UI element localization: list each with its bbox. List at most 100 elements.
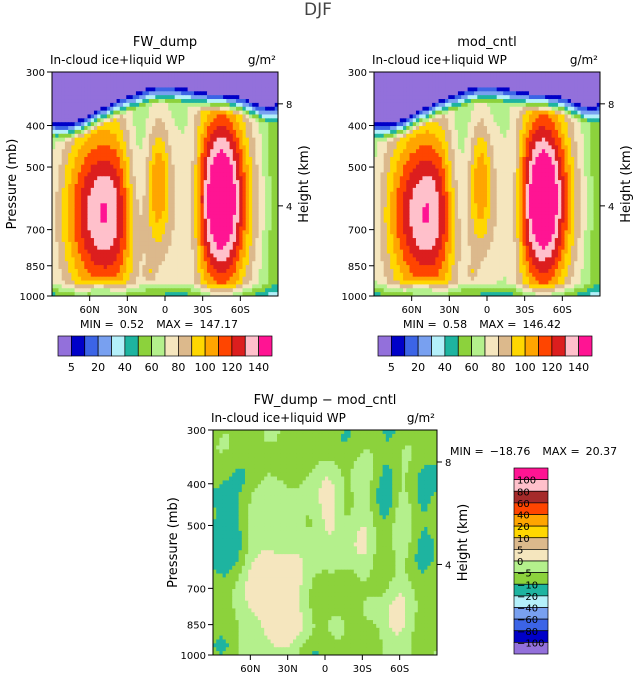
contour-cell xyxy=(252,241,256,247)
contour-cell xyxy=(145,172,150,177)
contour-cell xyxy=(168,164,172,169)
contour-cell xyxy=(261,133,266,139)
contour-cell xyxy=(229,184,234,189)
contour-cell xyxy=(548,99,553,104)
contour-cell xyxy=(184,156,189,162)
contour-cell xyxy=(386,75,391,81)
contour-cell xyxy=(135,149,140,154)
contour-cell xyxy=(203,87,208,92)
contour-cell xyxy=(52,72,56,77)
contour-cell xyxy=(184,249,189,254)
contour-cell xyxy=(174,153,179,158)
contour-cell xyxy=(223,91,227,96)
contour-cell xyxy=(165,75,169,81)
contour-cell xyxy=(113,280,118,285)
contour-cell xyxy=(71,276,76,281)
contour-cell xyxy=(274,180,279,185)
contour-cell xyxy=(181,199,185,204)
contour-cell xyxy=(503,91,507,96)
contour-cell xyxy=(103,184,108,189)
contour-cell xyxy=(148,83,153,88)
contour-cell xyxy=(110,168,114,173)
contour-cell xyxy=(265,238,269,243)
contour-cell xyxy=(194,95,198,100)
contour-cell xyxy=(454,110,459,115)
contour-cell xyxy=(155,102,159,108)
contour-cell xyxy=(432,106,436,112)
contour-cell xyxy=(239,137,243,142)
contour-cell xyxy=(255,164,260,169)
contour-cell xyxy=(142,91,147,96)
contour-cell xyxy=(219,187,224,193)
contour-cell xyxy=(81,168,85,173)
contour-cell xyxy=(174,268,179,274)
contour-cell xyxy=(100,226,105,231)
contour-cell xyxy=(174,114,179,119)
contour-cell xyxy=(145,91,150,96)
contour-cell xyxy=(110,245,114,251)
contour-cell xyxy=(165,191,169,197)
contour-cell xyxy=(268,129,272,135)
contour-cell xyxy=(103,91,108,96)
contour-cell xyxy=(64,168,69,173)
contour-cell xyxy=(103,156,108,162)
contour-cell xyxy=(58,87,63,92)
contour-cell xyxy=(184,110,189,115)
contour-cell xyxy=(435,106,440,112)
contour-cell xyxy=(103,191,108,197)
contour-cell xyxy=(219,214,224,220)
contour-cell xyxy=(268,214,272,220)
contour-cell xyxy=(223,129,227,135)
contour-cell xyxy=(226,253,231,258)
contour-cell xyxy=(496,75,501,81)
contour-cell xyxy=(61,129,66,135)
contour-cell xyxy=(142,122,147,127)
contour-cell xyxy=(158,207,163,212)
contour-cell xyxy=(271,265,276,270)
contour-cell xyxy=(110,218,114,224)
contour-cell xyxy=(261,176,266,181)
contour-cell xyxy=(232,191,237,197)
contour-cell xyxy=(229,153,234,158)
contour-cell xyxy=(148,110,153,115)
contour-cell xyxy=(223,218,227,224)
contour-cell xyxy=(390,106,394,112)
contour-cell xyxy=(197,249,201,254)
colorbar-swatch xyxy=(111,335,126,357)
contour-cell xyxy=(242,234,247,239)
contour-cell xyxy=(248,79,253,85)
contour-cell xyxy=(116,87,121,92)
contour-cell xyxy=(200,91,205,96)
contour-cell xyxy=(245,75,250,81)
contour-cell xyxy=(168,114,172,119)
contour-cell xyxy=(81,265,85,270)
contour-cell xyxy=(541,75,546,81)
contour-cell xyxy=(570,75,575,81)
contour-cell xyxy=(399,83,404,88)
contour-cell xyxy=(184,129,189,135)
contour-cell xyxy=(242,253,247,258)
contour-cell xyxy=(232,184,237,189)
contour-cell xyxy=(171,79,176,85)
contour-cell xyxy=(255,218,260,224)
contour-cell xyxy=(174,87,179,92)
contour-cell xyxy=(596,83,601,88)
contour-cell xyxy=(177,141,182,146)
contour-cell xyxy=(126,129,130,135)
contour-cell xyxy=(100,118,105,123)
contour-cell xyxy=(255,110,260,115)
contour-cell xyxy=(152,234,156,239)
contour-cell xyxy=(509,102,514,108)
contour-cell xyxy=(139,226,143,231)
contour-cell xyxy=(97,137,101,142)
contour-cell xyxy=(580,87,585,92)
contour-cell xyxy=(252,292,256,297)
contour-cell xyxy=(213,249,218,254)
contour-cell xyxy=(219,156,224,162)
contour-cell xyxy=(274,268,279,274)
contour-cell xyxy=(190,126,195,131)
contour-cell xyxy=(261,253,266,258)
contour-cell xyxy=(239,211,243,216)
contour-cell xyxy=(477,114,481,119)
contour-cell xyxy=(583,91,588,96)
